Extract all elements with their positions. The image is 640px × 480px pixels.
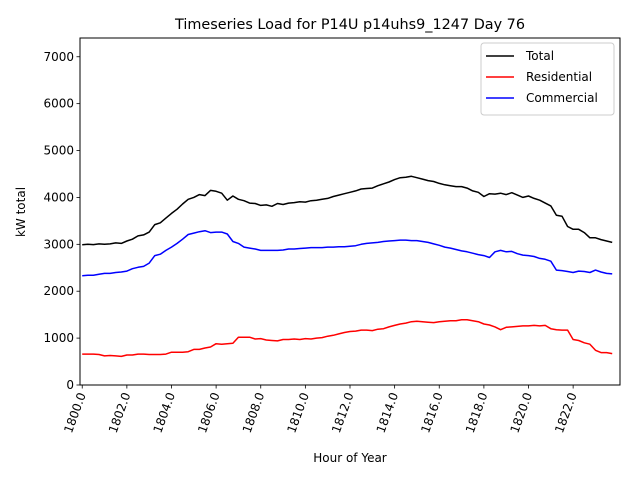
y-tick-label: 3000 xyxy=(43,237,74,251)
y-tick-label: 0 xyxy=(66,378,74,392)
y-tick-label: 4000 xyxy=(43,190,74,204)
y-tick-label: 7000 xyxy=(43,50,74,64)
y-tick-label: 5000 xyxy=(43,144,74,158)
chart-title: Timeseries Load for P14U p14uhs9_1247 Da… xyxy=(174,17,525,33)
legend-frame xyxy=(480,42,615,116)
legend-label-total: Total xyxy=(525,49,554,63)
y-tick-label: 1000 xyxy=(43,331,74,345)
series-line-residential xyxy=(82,319,613,358)
y-tick-label: 2000 xyxy=(43,284,74,298)
legend-label-commercial: Commercial xyxy=(526,91,598,105)
legend: Total Residential Commercial xyxy=(480,42,615,116)
series-line-commercial xyxy=(82,229,613,277)
y-axis-title: kW total xyxy=(14,187,28,237)
y-axis: 0 1000 2000 3000 4000 5000 6000 7000 xyxy=(43,50,80,392)
plot-frame xyxy=(79,37,621,386)
y-tick-label: 6000 xyxy=(43,97,74,111)
legend-label-residential: Residential xyxy=(526,70,592,84)
plot-lines xyxy=(82,175,613,358)
series-line-total xyxy=(82,175,613,246)
x-axis-title: Hour of Year xyxy=(313,451,387,465)
